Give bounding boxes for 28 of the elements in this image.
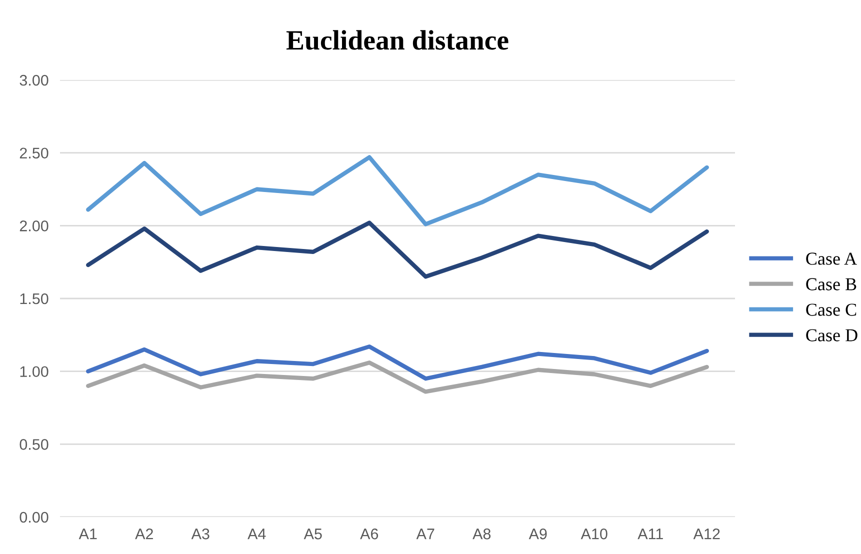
x-tick-label: A12 bbox=[693, 528, 720, 540]
y-tick-label: 0.00 bbox=[20, 512, 48, 523]
y-tick-label: 3.00 bbox=[20, 74, 48, 86]
legend-label: Case B bbox=[806, 278, 856, 290]
legend-label: Case C bbox=[806, 304, 856, 316]
x-tick-label: A10 bbox=[580, 528, 608, 540]
x-tick-label: A7 bbox=[416, 528, 434, 540]
x-tick-label: A5 bbox=[304, 528, 322, 540]
y-tick-label: 2.00 bbox=[20, 220, 48, 232]
y-tick-label: 2.50 bbox=[20, 148, 48, 159]
x-tick-label: A4 bbox=[248, 528, 266, 540]
x-tick-label: A3 bbox=[191, 528, 210, 540]
x-tick-label: A2 bbox=[135, 528, 153, 540]
x-tick-label: A9 bbox=[528, 528, 547, 540]
chart-title: Euclidean distance bbox=[286, 30, 508, 50]
y-tick-label: 0.50 bbox=[20, 439, 48, 450]
x-tick-label: A8 bbox=[472, 528, 491, 540]
y-tick-label: 1.00 bbox=[20, 366, 48, 378]
legend-label: Case A bbox=[806, 252, 857, 265]
legend-label: Case D bbox=[806, 329, 858, 342]
line-series bbox=[86, 344, 709, 381]
x-tick-label: A1 bbox=[78, 528, 97, 540]
x-tick-label: A6 bbox=[360, 528, 378, 540]
y-tick-label: 1.50 bbox=[20, 293, 48, 304]
line-series bbox=[86, 155, 709, 226]
x-tick-label: A11 bbox=[638, 528, 663, 540]
line-series bbox=[86, 220, 709, 279]
line-series bbox=[86, 360, 709, 394]
